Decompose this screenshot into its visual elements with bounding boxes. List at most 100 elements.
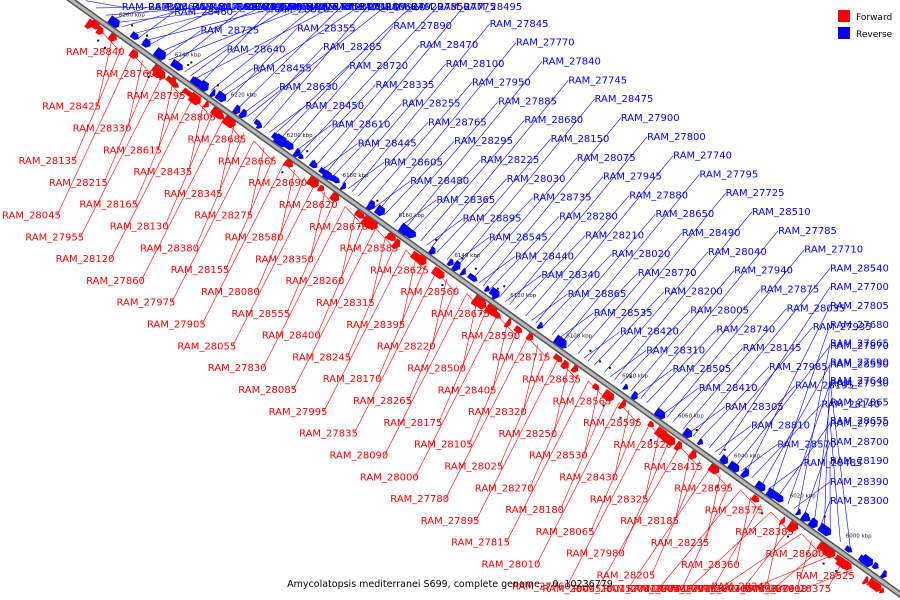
reverse-gene-label[interactable]: RAM_28630 (279, 82, 338, 93)
forward-gene-label[interactable]: RAM_27990 (718, 584, 777, 595)
forward-gene-label[interactable]: RAM_27980 (566, 549, 625, 560)
forward-gene-label[interactable]: RAM_28620 (279, 200, 338, 211)
forward-gene-label[interactable]: RAM_28220 (377, 342, 436, 353)
reverse-gene-label[interactable]: RAM_27875 (760, 284, 819, 295)
reverse-gene-label[interactable]: RAM_28005 (690, 306, 749, 317)
forward-gene-label[interactable]: RAM_28215 (49, 178, 108, 189)
forward-gene-label[interactable]: RAM_28240 (711, 582, 770, 593)
forward-gene-label[interactable]: RAM_28090 (329, 450, 388, 461)
forward-gene-label[interactable]: RAM_28405 (438, 385, 497, 396)
forward-gene-label[interactable]: RAM_28430 (559, 473, 618, 484)
reverse-gene-label[interactable]: RAM_28200 (664, 287, 723, 298)
reverse-gene-label[interactable]: RAM_28475 (595, 94, 654, 105)
reverse-gene-label[interactable]: RAM_28745 (262, 2, 321, 13)
reverse-gene-label[interactable]: RAM_27930 (830, 378, 889, 389)
forward-gene-label[interactable]: RAM_28045 (2, 210, 61, 221)
forward-gene-label[interactable]: RAM_28180 (505, 505, 564, 516)
reverse-gene-label[interactable]: RAM_28195 (795, 381, 854, 392)
forward-gene-label[interactable]: RAM_28595 (583, 418, 642, 429)
reverse-gene-label[interactable]: RAM_28495 (463, 2, 522, 13)
reverse-gene-label[interactable]: RAM_28040 (708, 247, 767, 258)
reverse-gene-label[interactable]: RAM_28365 (436, 195, 495, 206)
forward-gene-label[interactable]: RAM_28585 (340, 244, 399, 255)
reverse-gene-label[interactable]: RAM_28650 (655, 209, 714, 220)
forward-gene-label[interactable]: RAM_27905 (147, 320, 206, 331)
reverse-gene-label[interactable]: RAM_27965 (236, 2, 295, 13)
reverse-gene-label[interactable]: RAM_27665 (830, 339, 889, 350)
forward-gene-label[interactable]: RAM_28265 (353, 396, 412, 407)
reverse-gene-label[interactable]: RAM_28410 (699, 383, 758, 394)
reverse-gene-label[interactable]: RAM_28700 (830, 437, 889, 448)
reverse-gene-label[interactable]: RAM_28110 (341, 2, 400, 13)
forward-gene-label[interactable]: RAM_28325 (590, 494, 649, 505)
forward-gene-label[interactable]: RAM_28695 (674, 484, 733, 495)
reverse-gene-label[interactable]: RAM_27740 (673, 151, 732, 162)
reverse-gene-label[interactable]: RAM_27885 (498, 96, 557, 107)
forward-gene-label[interactable]: RAM_28795 (127, 91, 186, 102)
reverse-gene-label[interactable]: RAM_27900 (621, 113, 680, 124)
reverse-gene-label[interactable]: RAM_28810 (751, 421, 810, 432)
reverse-gene-label[interactable]: RAM_27985 (769, 362, 828, 373)
reverse-gene-label[interactable]: RAM_28460 (174, 7, 233, 18)
reverse-gene-label[interactable]: RAM_27920 (385, 2, 444, 13)
reverse-gene-label[interactable]: RAM_27745 (568, 75, 627, 86)
reverse-gene-label[interactable]: RAM_28445 (358, 138, 417, 149)
reverse-gene-label[interactable]: RAM_28645 (148, 2, 207, 13)
forward-gene-label[interactable]: RAM_28425 (42, 102, 101, 113)
reverse-gene-label[interactable]: RAM_28610 (332, 120, 391, 131)
forward-gene-label[interactable]: RAM_28400 (262, 331, 321, 342)
reverse-gene-label[interactable]: RAM_28340 (541, 270, 600, 281)
reverse-gene-label[interactable]: RAM_28300 (830, 496, 889, 507)
forward-gene-label[interactable]: RAM_27830 (208, 363, 267, 374)
forward-gene-label[interactable]: RAM_28395 (346, 320, 405, 331)
reverse-gene-label[interactable]: RAM_27970 (830, 418, 889, 429)
forward-gene-label[interactable]: RAM_27975 (117, 298, 176, 309)
reverse-gene-label[interactable]: RAM_27680 (830, 320, 889, 331)
forward-gene-label[interactable]: RAM_28360 (681, 560, 740, 571)
reverse-gene-label[interactable]: RAM_27845 (490, 19, 549, 30)
forward-gene-label[interactable]: RAM_28095 (542, 584, 601, 595)
forward-gene-label[interactable]: RAM_28690 (248, 178, 307, 189)
reverse-gene-label[interactable]: RAM_28490 (682, 228, 741, 239)
forward-gene-label[interactable]: RAM_28670 (309, 222, 368, 233)
reverse-gene-label[interactable]: RAM_28390 (830, 477, 889, 488)
reverse-gene-label[interactable]: RAM_27925 (280, 2, 339, 13)
reverse-gene-label[interactable]: RAM_28290 (244, 2, 303, 13)
reverse-gene-label[interactable]: RAM_27940 (734, 266, 793, 277)
forward-gene-label[interactable]: RAM_28055 (177, 341, 236, 352)
forward-gene-label[interactable]: RAM_28575 (705, 505, 764, 516)
forward-gene-label[interactable]: RAM_28070 (688, 584, 747, 595)
forward-gene-label[interactable]: RAM_28000 (360, 472, 419, 483)
reverse-gene-label[interactable]: RAM_28655 (830, 416, 889, 427)
reverse-gene-label[interactable]: RAM_28210 (585, 230, 644, 241)
forward-gene-label[interactable]: RAM_28245 (292, 352, 351, 363)
forward-gene-label[interactable]: RAM_27955 (25, 232, 84, 243)
reverse-gene-label[interactable]: RAM_28765 (428, 117, 487, 128)
forward-gene-label[interactable]: RAM_28205 (596, 571, 655, 582)
forward-gene-label[interactable]: RAM_27765 (664, 584, 723, 595)
forward-gene-label[interactable]: RAM_28560 (400, 287, 459, 298)
forward-gene-label[interactable]: RAM_28615 (103, 145, 162, 156)
reverse-gene-label[interactable]: RAM_28030 (507, 174, 566, 185)
reverse-gene-label[interactable]: RAM_28865 (568, 289, 627, 300)
forward-gene-label[interactable]: RAM_28715 (492, 353, 551, 364)
reverse-gene-label[interactable]: RAM_28255 (402, 99, 461, 110)
reverse-gene-label[interactable]: RAM_28790 (192, 2, 251, 13)
reverse-gene-label[interactable]: RAM_28335 (376, 80, 435, 91)
reverse-gene-label[interactable]: RAM_27770 (516, 38, 575, 49)
forward-gene-label[interactable]: RAM_27815 (451, 538, 510, 549)
reverse-gene-label[interactable]: RAM_28660 (358, 2, 417, 13)
forward-gene-label[interactable]: RAM_28250 (498, 429, 557, 440)
reverse-gene-label[interactable]: RAM_27775 (437, 2, 496, 13)
forward-gene-label[interactable]: RAM_28170 (323, 374, 382, 385)
reverse-gene-label[interactable]: RAM_28605 (384, 157, 443, 168)
reverse-gene-label[interactable]: RAM_28230 (315, 2, 374, 13)
forward-gene-label[interactable]: RAM_27810 (603, 584, 662, 595)
reverse-gene-label[interactable]: RAM_27790 (332, 2, 391, 13)
reverse-gene-label[interactable]: RAM_28450 (305, 101, 364, 112)
reverse-gene-label[interactable]: RAM_28485 (804, 458, 863, 469)
forward-gene-label[interactable]: RAM_28165 (79, 200, 138, 211)
gene-labels[interactable]: RAM_28840 RAM_28760 RAM_28795 RAM_28805 RAM_… (2, 2, 889, 595)
reverse-gene-label[interactable]: RAM_27800 (647, 132, 706, 143)
reverse-gene-label[interactable]: RAM_27640 (830, 376, 889, 387)
